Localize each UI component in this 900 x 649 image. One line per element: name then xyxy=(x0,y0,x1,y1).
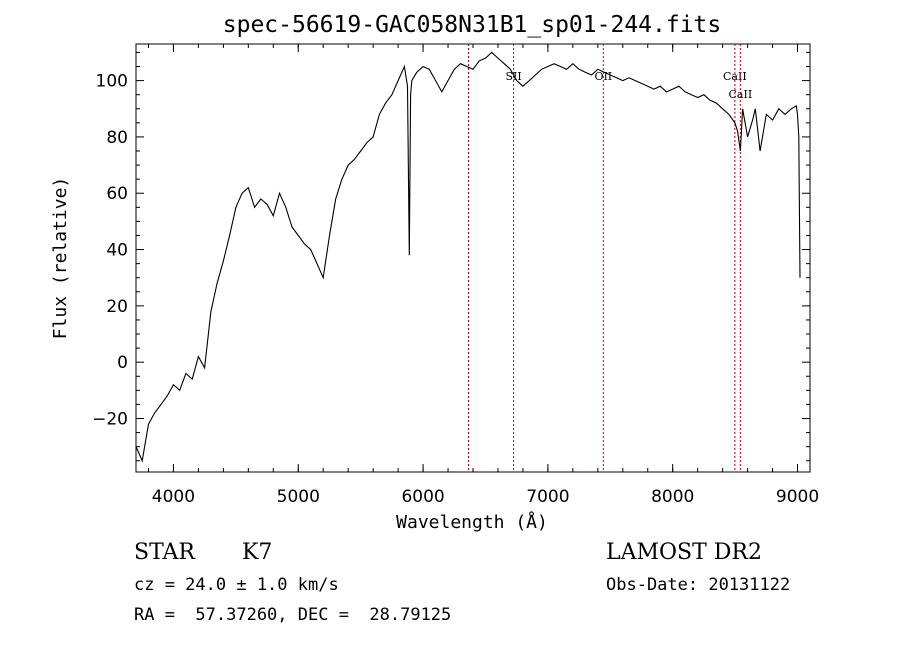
x-tick-label: 4000 xyxy=(152,487,195,507)
spectrum-series xyxy=(135,51,801,463)
line-marker-label: CaII xyxy=(729,88,753,101)
x-tick-label: 6000 xyxy=(401,487,444,507)
y-axis: −20 0 20 40 60 80 100 xyxy=(92,51,810,462)
x-tick-label: 7000 xyxy=(526,487,569,507)
y-tick-label: 80 xyxy=(106,128,128,148)
y-tick-label: −20 xyxy=(92,410,128,430)
spectrum-line xyxy=(135,51,801,463)
y-tick-label: 40 xyxy=(106,241,128,261)
y-tick-label: 0 xyxy=(117,353,128,373)
x-axis-label: Wavelength (Å) xyxy=(396,511,548,533)
observation-date: Obs-Date: 20131122 xyxy=(606,575,791,595)
chart-title: spec-56619-GAC058N31B1_sp01-244.fits xyxy=(223,12,722,38)
line-marker-label: SII xyxy=(505,70,521,83)
redshift-velocity: cz = 24.0 ± 1.0 km/s xyxy=(134,575,339,595)
y-tick-label: 20 xyxy=(106,297,128,317)
coordinates: RA = 57.37260, DEC = 28.79125 xyxy=(134,605,452,625)
y-tick-label: 60 xyxy=(106,184,128,204)
line-marker-label: CaII xyxy=(723,70,747,83)
object-subclass: K7 xyxy=(242,540,273,565)
x-tick-label: 9000 xyxy=(776,487,819,507)
y-tick-label: 100 xyxy=(96,72,128,92)
survey-release: LAMOST DR2 xyxy=(606,540,762,565)
x-tick-label: 8000 xyxy=(651,487,694,507)
object-class: STAR xyxy=(134,540,195,565)
plot-frame xyxy=(135,43,811,473)
x-tick-label: 5000 xyxy=(277,487,320,507)
y-axis-label: Flux (relative) xyxy=(50,177,71,340)
x-axis: 4000 5000 6000 7000 8000 9000 xyxy=(147,44,819,507)
